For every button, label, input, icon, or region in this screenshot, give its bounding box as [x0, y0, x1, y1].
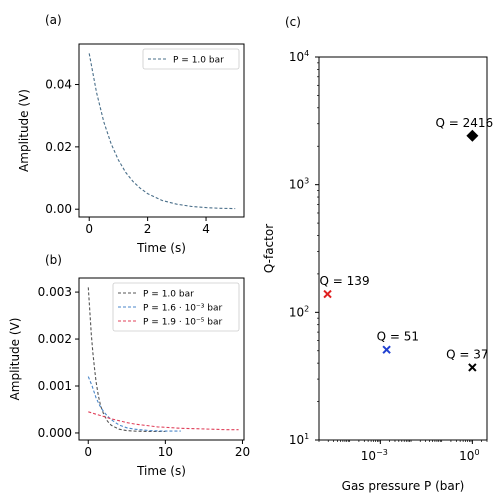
y-tick-label: 101 [289, 432, 309, 447]
point-cross [382, 345, 391, 354]
point-cross [468, 363, 477, 372]
y-tick-label: 102 [289, 304, 309, 319]
x-axis-label: Gas pressure P (bar) [342, 479, 465, 493]
panel-label: (c) [285, 15, 301, 29]
y-tick-label: 0.001 [38, 379, 72, 393]
y-axis-label: Amplitude (V) [17, 89, 31, 172]
x-tick-label: 10 [158, 445, 173, 459]
panel-c: 101 102 103 104 10−3 100 Q = 139 Q = 51 Q = 37 Q … [262, 15, 493, 493]
x-tick-label: 100 [459, 448, 479, 463]
y-tick-label: 104 [289, 49, 309, 64]
y-tick-label: 0.04 [45, 78, 72, 92]
y-tick-label: 0.003 [38, 285, 72, 299]
point-diamond [466, 129, 479, 142]
y-tick-label: 103 [289, 177, 309, 192]
x-tick-label: 2 [144, 222, 152, 236]
legend-label: P = 1.9 · 10⁻⁵ bar [143, 318, 222, 328]
legend: P = 1.0 bar P = 1.6 · 10⁻³ bar P = 1.9 · 1… [112, 282, 240, 332]
panel-b: 0 10 20 0.000 0.001 0.002 0.003 Time (s) Amplitu… [8, 253, 250, 478]
legend-label: P = 1.0 bar [173, 56, 224, 66]
legend-label: P = 1.6 · 10⁻³ bar [143, 304, 222, 314]
legend-label: P = 1.0 bar [143, 290, 194, 300]
panel-a: 0 2 4 0.00 0.02 0.04 Time (s) Amplitude (V) (a) P… [17, 13, 245, 255]
point-label: Q = 51 [377, 330, 419, 344]
series-line-1 [87, 376, 181, 432]
y-tick-label: 0.00 [45, 202, 72, 216]
panel-label: (a) [45, 13, 62, 27]
legend-box [112, 282, 240, 332]
y-tick-label: 0.000 [38, 426, 72, 440]
point-label: Q = 2416 [436, 116, 494, 130]
point-label: Q = 139 [320, 274, 370, 288]
y-tick-label: 0.02 [45, 140, 72, 154]
x-tick-label: 10−3 [361, 448, 388, 463]
axes-frame [78, 277, 245, 441]
legend-box [142, 48, 240, 70]
x-tick-label: 0 [85, 222, 93, 236]
y-tick-label: 0.002 [38, 332, 72, 346]
series-line-0 [87, 287, 166, 433]
axes-frame [318, 56, 488, 441]
x-tick-label: 4 [202, 222, 210, 236]
y-axis-label: Q-factor [262, 224, 276, 273]
y-axis-label: Amplitude (V) [8, 318, 22, 401]
series-line-0 [88, 53, 236, 210]
axes-frame [78, 43, 245, 218]
x-tick-label: 0 [84, 445, 92, 459]
x-tick-label: 20 [235, 445, 250, 459]
legend: P = 1.0 bar [142, 48, 240, 70]
x-axis-label: Time (s) [136, 241, 186, 255]
point-label: Q = 37 [446, 347, 488, 361]
point-cross [323, 289, 332, 299]
panel-label: (b) [45, 253, 62, 267]
series-line-2 [88, 411, 239, 431]
x-axis-label: Time (s) [136, 464, 186, 478]
